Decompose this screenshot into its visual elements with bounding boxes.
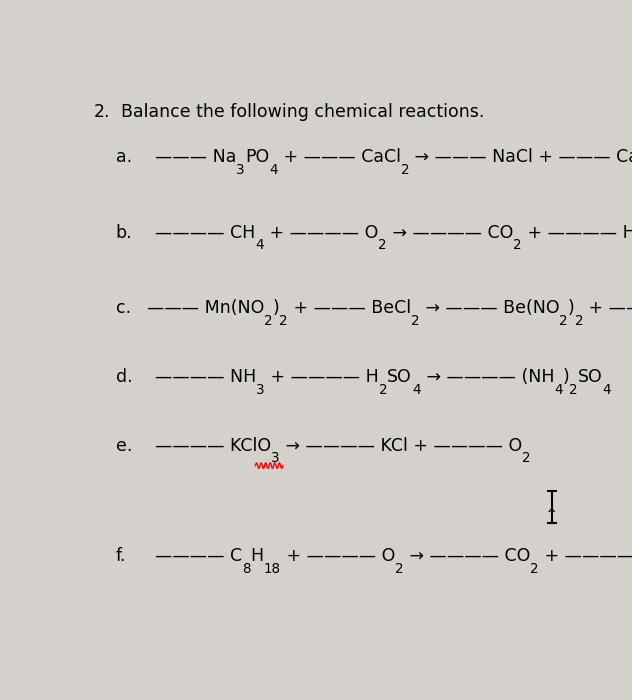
Text: d.: d. xyxy=(116,368,132,386)
Text: 4: 4 xyxy=(269,163,278,177)
Text: → ——— Be(NO: → ——— Be(NO xyxy=(420,299,559,317)
Text: ———— KClO: ———— KClO xyxy=(155,437,271,454)
Text: 4: 4 xyxy=(554,383,562,397)
Text: 2.: 2. xyxy=(94,103,110,121)
Text: ‸: ‸ xyxy=(548,492,556,512)
Text: ———— C: ———— C xyxy=(155,547,242,565)
Text: SO: SO xyxy=(578,368,603,386)
Text: 2: 2 xyxy=(513,239,522,253)
Text: ——— Na: ——— Na xyxy=(155,148,236,166)
Text: 2: 2 xyxy=(279,314,288,328)
Text: f.: f. xyxy=(116,547,126,565)
Text: 3: 3 xyxy=(236,163,245,177)
Text: 2: 2 xyxy=(530,562,538,576)
Text: 2: 2 xyxy=(411,314,420,328)
Text: c.: c. xyxy=(116,299,131,317)
Text: 3: 3 xyxy=(271,452,280,466)
Text: + ———— O: + ———— O xyxy=(281,547,395,565)
Text: 18: 18 xyxy=(264,562,281,576)
Text: H: H xyxy=(250,547,264,565)
Text: 8: 8 xyxy=(242,562,250,576)
Text: e.: e. xyxy=(116,437,132,454)
Text: 4: 4 xyxy=(255,239,264,253)
Text: 2: 2 xyxy=(574,314,583,328)
Text: ——— Mn(NO: ——— Mn(NO xyxy=(147,299,264,317)
Text: ———— CH: ———— CH xyxy=(155,223,255,242)
Text: → ——— NaCl + ——— Ca: → ——— NaCl + ——— Ca xyxy=(410,148,632,166)
Text: b.: b. xyxy=(116,223,132,242)
Text: 2: 2 xyxy=(559,314,568,328)
Text: 2: 2 xyxy=(569,383,578,397)
Text: 4: 4 xyxy=(412,383,420,397)
Text: 4: 4 xyxy=(603,383,611,397)
Text: + ———— H: + ———— H xyxy=(538,547,632,565)
Text: + ——— BeCl: + ——— BeCl xyxy=(288,299,411,317)
Text: + ——— MnCl: + ——— MnCl xyxy=(583,299,632,317)
Text: ): ) xyxy=(562,368,569,386)
Text: SO: SO xyxy=(387,368,412,386)
Text: ): ) xyxy=(568,299,574,317)
Text: 3: 3 xyxy=(256,383,265,397)
Text: ———— NH: ———— NH xyxy=(155,368,256,386)
Text: + ———— O: + ———— O xyxy=(264,223,378,242)
Text: a.: a. xyxy=(116,148,132,166)
Text: 2: 2 xyxy=(379,383,387,397)
Text: 2: 2 xyxy=(522,452,530,466)
Text: 2: 2 xyxy=(395,562,404,576)
Text: + ——— CaCl: + ——— CaCl xyxy=(278,148,401,166)
Text: + ———— H: + ———— H xyxy=(265,368,379,386)
Text: PO: PO xyxy=(245,148,269,166)
Text: → ———— KCl + ———— O: → ———— KCl + ———— O xyxy=(280,437,522,454)
Text: → ———— (NH: → ———— (NH xyxy=(420,368,554,386)
Text: 2: 2 xyxy=(401,163,410,177)
Text: Balance the following chemical reactions.: Balance the following chemical reactions… xyxy=(121,103,484,121)
Text: → ———— CO: → ———— CO xyxy=(404,547,530,565)
Text: → ———— CO: → ———— CO xyxy=(387,223,513,242)
Text: + ———— H: + ———— H xyxy=(522,223,632,242)
Text: 2: 2 xyxy=(378,239,387,253)
Text: 2: 2 xyxy=(264,314,272,328)
Text: ): ) xyxy=(272,299,279,317)
